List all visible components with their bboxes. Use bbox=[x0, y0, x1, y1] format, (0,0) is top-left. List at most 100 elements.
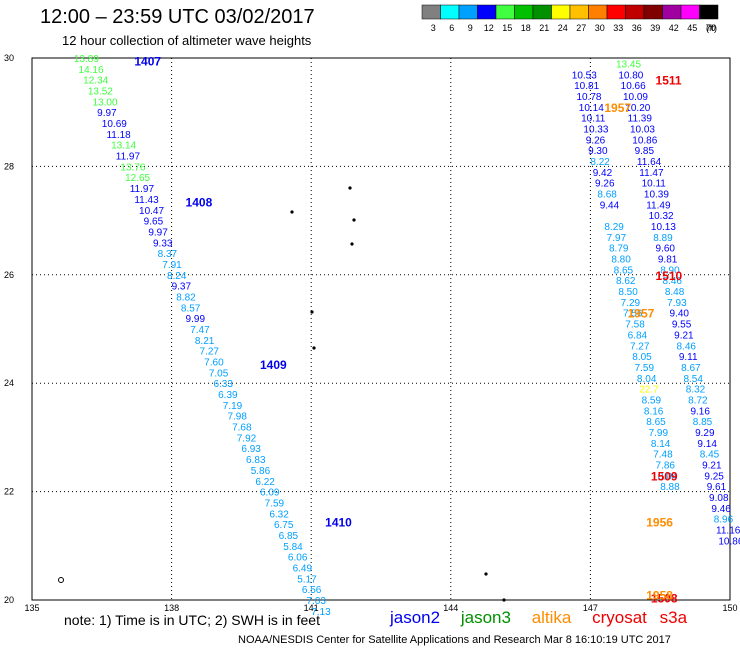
wave-height-label: 8.80 bbox=[611, 255, 631, 266]
data-marks: 13.8914.1612.3413.5213.009.9710.6911.181… bbox=[74, 54, 740, 618]
colorbar-label: 42 bbox=[669, 23, 679, 33]
wave-height-label: 13.00 bbox=[92, 97, 117, 108]
track-time-label: 1408 bbox=[186, 196, 213, 210]
y-tick-label: 24 bbox=[4, 378, 14, 388]
footnote: note: 1) Time is in UTC; 2) SWH is in fe… bbox=[64, 612, 320, 628]
wave-height-label: 7.56 bbox=[623, 309, 643, 320]
wave-height-label: 10.66 bbox=[621, 81, 646, 92]
colorbar-swatch bbox=[532, 4, 552, 20]
wave-height-label: 10.86 bbox=[718, 536, 740, 547]
island-shape bbox=[290, 210, 294, 214]
wave-height-label: 9.99 bbox=[186, 314, 206, 325]
page-subtitle: 12 hour collection of altimeter wave hei… bbox=[62, 33, 312, 48]
wave-height-label: 9.37 bbox=[172, 282, 192, 293]
wave-height-label: 7.47 bbox=[190, 325, 210, 336]
axis-ticks: 135 138 141 144 147 150 20 22 24 26 28 30 bbox=[4, 53, 738, 613]
colorbar-swatch bbox=[662, 4, 682, 20]
wave-height-label: 6.39 bbox=[218, 390, 238, 401]
wave-height-label: 8.46 bbox=[676, 341, 696, 352]
colorbar-label: 3 bbox=[431, 23, 436, 33]
colorbar-swatch bbox=[643, 4, 663, 20]
wave-height-label: 10.53 bbox=[572, 70, 597, 81]
y-tick-label: 30 bbox=[4, 53, 14, 63]
wave-height-label: 11.43 bbox=[134, 195, 159, 206]
track-time-label: 1407 bbox=[134, 55, 161, 69]
wave-height-label: 8.68 bbox=[597, 190, 617, 201]
wave-height-label: 8.46 bbox=[663, 276, 683, 287]
y-tick-label: 28 bbox=[4, 161, 14, 171]
wave-height-label: 9.26 bbox=[595, 179, 615, 190]
wave-height-label: 8.67 bbox=[681, 363, 701, 374]
wave-height-label: 6.49 bbox=[293, 563, 313, 574]
wave-height-label: 9.44 bbox=[600, 200, 620, 211]
wave-height-label: 6.83 bbox=[246, 455, 266, 466]
wave-height-label: 9.16 bbox=[690, 406, 710, 417]
wave-height-label: 8.50 bbox=[618, 287, 638, 298]
wave-height-label: 9.40 bbox=[670, 309, 690, 320]
wave-height-label: 9.25 bbox=[704, 471, 724, 482]
page-title: 12:00 – 23:59 UTC 03/02/2017 bbox=[40, 6, 315, 28]
wave-height-label: 6.06 bbox=[288, 553, 308, 564]
wave-height-label: 9.65 bbox=[144, 217, 164, 228]
colorbar-legend: 3 6 9 12 15 18 21 24 27 30 33 36 39 42 45 70(ft) bbox=[421, 4, 719, 33]
wave-height-label: 10.80 bbox=[618, 70, 643, 81]
island-shape bbox=[312, 346, 316, 350]
wave-height-label: 7.29 bbox=[621, 298, 641, 309]
wave-height-label: 8.16 bbox=[644, 406, 664, 417]
wave-height-label: 8.85 bbox=[693, 417, 713, 428]
colorbar-swatch bbox=[477, 4, 497, 20]
colorbar-label: 70 bbox=[706, 23, 716, 33]
island-shape bbox=[310, 310, 314, 314]
wave-height-label: 11.49 bbox=[646, 200, 671, 211]
wave-height-label: 9.14 bbox=[697, 439, 717, 450]
island-shape bbox=[348, 186, 352, 190]
x-tick-label: 141 bbox=[304, 603, 319, 613]
wave-height-label: 10.11 bbox=[642, 179, 667, 190]
wave-height-label: 8.59 bbox=[642, 395, 662, 406]
colorbar-label: 27 bbox=[576, 23, 586, 33]
wave-height-label: 9.97 bbox=[97, 108, 117, 119]
wave-height-label: 13.45 bbox=[616, 59, 641, 70]
wave-height-label: 7.27 bbox=[200, 347, 220, 358]
wave-height-label: 11.47 bbox=[639, 168, 664, 179]
track-time-label: 1509 bbox=[651, 469, 678, 483]
wave-height-label: 10.09 bbox=[623, 92, 648, 103]
wave-height-label: 8.65 bbox=[614, 265, 634, 276]
colorbar-label: 33 bbox=[613, 23, 623, 33]
wave-height-label: 7.98 bbox=[227, 412, 247, 423]
wave-height-label: 6.09 bbox=[260, 488, 280, 499]
wave-height-label: 8.48 bbox=[665, 287, 685, 298]
colorbar-swatch bbox=[440, 4, 460, 20]
wave-height-label: 9.30 bbox=[588, 146, 608, 157]
colorbar-label: 21 bbox=[539, 23, 549, 33]
island-shape bbox=[352, 218, 356, 222]
wave-height-label: 7.92 bbox=[237, 433, 257, 444]
wave-height-label: 12.34 bbox=[83, 76, 108, 87]
wave-height-label: 7.59 bbox=[265, 498, 285, 509]
wave-height-label: 6.75 bbox=[274, 520, 294, 531]
wave-height-label: 8.65 bbox=[646, 417, 666, 428]
colorbar-swatch bbox=[588, 4, 608, 20]
colorbar-label: 18 bbox=[521, 23, 531, 33]
wave-height-label: 10.11 bbox=[581, 114, 606, 125]
wave-height-label: 9.85 bbox=[635, 146, 655, 157]
wave-height-label: 7.99 bbox=[649, 428, 669, 439]
track-time-label: 1957 bbox=[628, 307, 655, 321]
island-shape bbox=[484, 572, 488, 576]
wave-height-label: 8.04 bbox=[658, 471, 678, 482]
wave-height-label: 5.17 bbox=[297, 574, 317, 585]
wave-height-label: 13.89 bbox=[74, 54, 99, 65]
wave-height-label: 10.33 bbox=[583, 124, 608, 135]
wave-height-label: 8.79 bbox=[609, 244, 629, 255]
wave-height-label: 8.89 bbox=[653, 233, 673, 244]
wave-height-label: 6.56 bbox=[302, 585, 322, 596]
wave-height-label: 10.13 bbox=[651, 222, 676, 233]
wave-height-label: 11.39 bbox=[628, 114, 653, 125]
colorbar-label: 15 bbox=[502, 23, 512, 33]
wave-height-label: 9.08 bbox=[709, 493, 729, 504]
colorbar-label: 39 bbox=[650, 23, 660, 33]
wave-height-label: 9.46 bbox=[711, 504, 731, 515]
wave-height-label: 10.32 bbox=[649, 211, 674, 222]
wave-height-label: 10.20 bbox=[625, 103, 650, 114]
track-time-label: 1956 bbox=[646, 515, 673, 529]
